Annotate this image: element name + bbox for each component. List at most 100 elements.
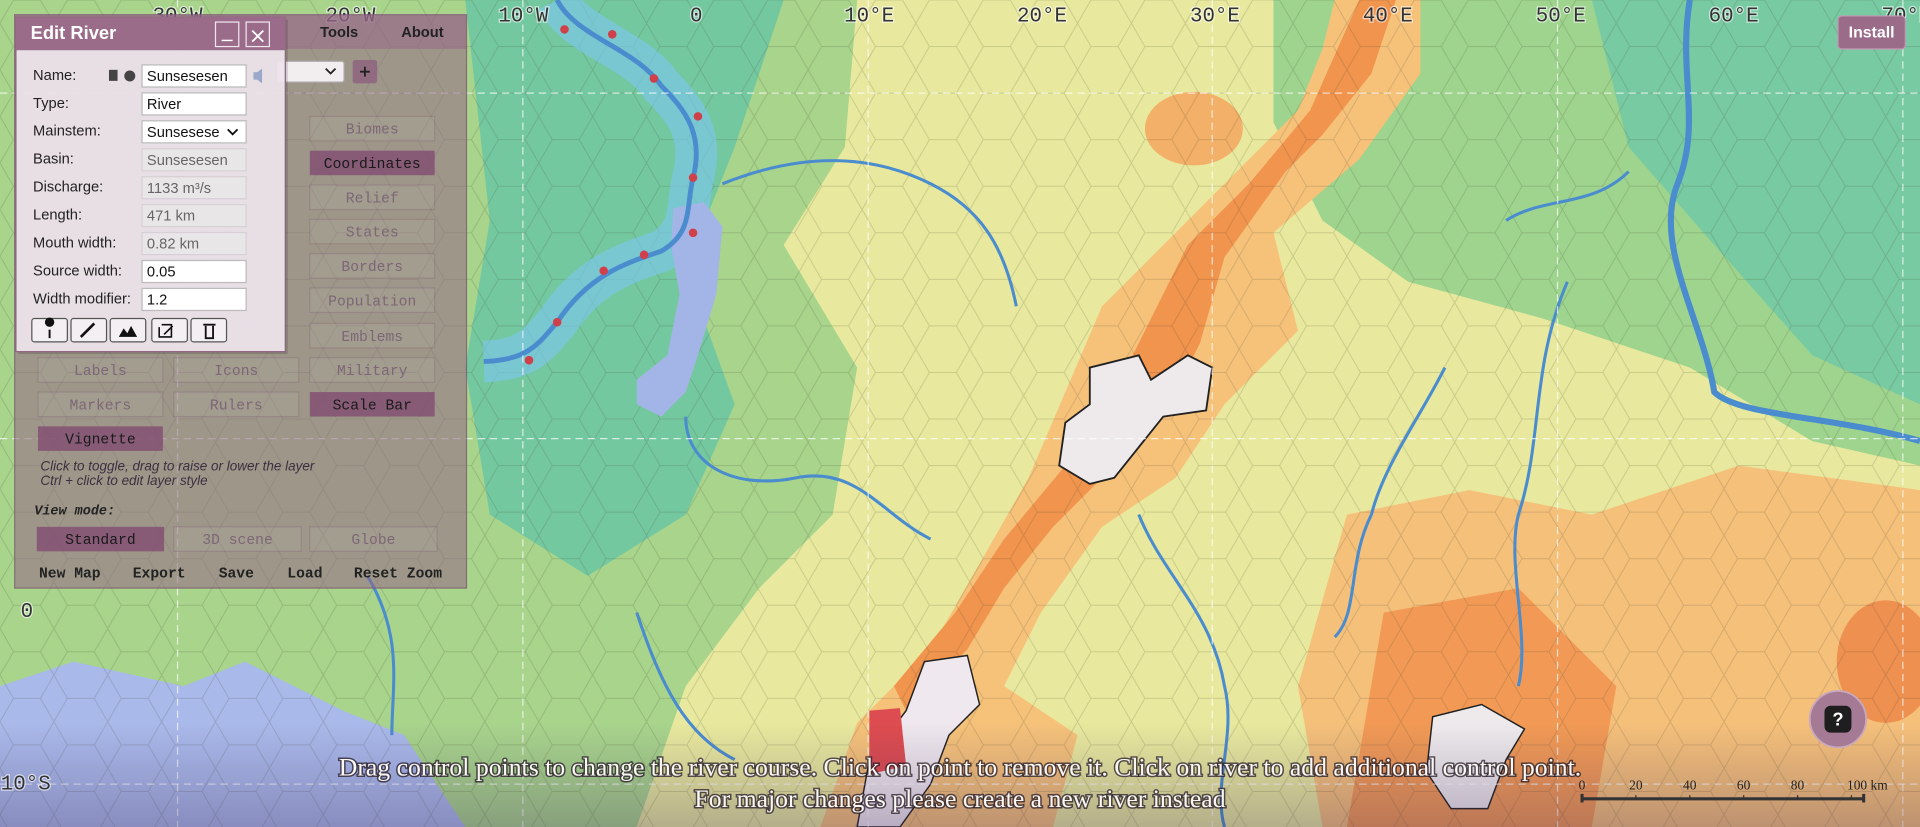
layer-button[interactable] xyxy=(309,526,438,552)
tab[interactable]: Tools xyxy=(320,25,358,41)
install-button[interactable] xyxy=(1837,15,1906,50)
tooltip: Drag control points to change the river … xyxy=(339,752,1581,781)
tool-icon xyxy=(118,325,138,337)
control-point[interactable] xyxy=(607,30,617,39)
button-label: Standard xyxy=(65,533,135,549)
hint: Ctrl + click to edit layer style xyxy=(40,473,207,488)
layer-button[interactable] xyxy=(309,357,436,383)
field-input[interactable] xyxy=(141,259,247,284)
layer-button[interactable] xyxy=(309,150,435,176)
scale-label: 100 km xyxy=(1847,778,1888,793)
button-label: Icons xyxy=(214,364,258,380)
field-value: 0.05 xyxy=(147,265,176,281)
random-icon[interactable] xyxy=(124,70,136,82)
longitude-label: 10°W xyxy=(498,5,548,28)
layer-button[interactable] xyxy=(309,253,436,279)
longitude-label: 30°E xyxy=(1190,5,1240,28)
field-value: 1.2 xyxy=(147,293,167,309)
field-label: Type: xyxy=(33,96,69,112)
help-label: ? xyxy=(1832,708,1843,729)
layer-button[interactable] xyxy=(173,357,300,383)
layer-button[interactable] xyxy=(173,526,302,552)
select-arrow xyxy=(227,128,239,136)
tool-button[interactable] xyxy=(151,317,188,343)
field-value: 471 km xyxy=(147,209,195,225)
action-button[interactable]: Reset Zoom xyxy=(354,566,442,582)
action-button[interactable]: Load xyxy=(287,566,322,582)
field-value: Sunsesese xyxy=(147,125,220,141)
action-button[interactable]: Export xyxy=(133,566,186,582)
scale-label: 20 xyxy=(1629,778,1643,793)
action-button[interactable]: Save xyxy=(219,566,254,582)
install-label: Install xyxy=(1849,24,1895,41)
button-label: Emblems xyxy=(341,330,403,346)
river[interactable] xyxy=(1513,281,1569,687)
close-button[interactable] xyxy=(245,21,270,48)
button-label: Markers xyxy=(70,398,132,414)
help-icon xyxy=(1824,705,1852,733)
layer-button[interactable] xyxy=(173,391,300,418)
lake xyxy=(636,202,723,417)
river[interactable] xyxy=(366,575,396,736)
tool-icon xyxy=(79,322,96,338)
field-input xyxy=(141,203,247,228)
minimize-button[interactable] xyxy=(214,21,240,48)
layer-button[interactable] xyxy=(37,426,163,451)
button-label: Relief xyxy=(346,191,399,207)
field-label: Length: xyxy=(33,208,82,224)
field-input[interactable] xyxy=(141,64,247,88)
river[interactable] xyxy=(1505,170,1630,222)
field-input[interactable] xyxy=(141,120,247,144)
tool-button[interactable] xyxy=(190,317,228,343)
control-point[interactable] xyxy=(688,173,698,182)
layer-button[interactable] xyxy=(309,322,436,349)
action-button[interactable]: New Map xyxy=(39,566,101,582)
latitude-label: 0 xyxy=(21,601,33,624)
control-point[interactable] xyxy=(552,317,562,327)
river[interactable] xyxy=(1667,0,1920,445)
layer-button[interactable] xyxy=(37,357,164,383)
longitude-label: 50°E xyxy=(1536,5,1586,28)
speak-icon[interactable] xyxy=(253,68,263,84)
tab[interactable]: About xyxy=(401,25,444,41)
tool-icon xyxy=(158,323,174,338)
button-label: Population xyxy=(328,294,416,310)
layer-button[interactable] xyxy=(309,115,436,142)
control-point[interactable] xyxy=(599,266,608,276)
culture-icon[interactable] xyxy=(108,69,118,81)
shade xyxy=(0,722,1920,827)
tooltip: For major changes please create a new ri… xyxy=(694,784,1225,813)
control-point[interactable] xyxy=(524,355,534,365)
button-label: Labels xyxy=(74,364,127,380)
field-input[interactable] xyxy=(141,287,247,312)
button-label: Rulers xyxy=(210,398,263,414)
field-label: Basin: xyxy=(33,152,74,168)
plus-icon xyxy=(360,66,370,77)
control-point[interactable] xyxy=(693,112,703,121)
tool-icon xyxy=(44,317,55,339)
field-input[interactable] xyxy=(141,92,247,116)
overlay: Install? Drag control points to change th… xyxy=(337,15,1906,815)
control-point[interactable] xyxy=(639,250,649,260)
scale-label: 0 xyxy=(1579,778,1586,793)
scale-label: 80 xyxy=(1791,778,1805,793)
layer-button[interactable] xyxy=(309,218,436,245)
river[interactable] xyxy=(1333,366,1447,639)
control-point[interactable] xyxy=(688,228,698,238)
control-point[interactable] xyxy=(560,25,569,34)
field-input xyxy=(141,176,247,200)
layer-button[interactable] xyxy=(309,184,436,211)
field-label: Name: xyxy=(33,68,76,84)
control-point[interactable] xyxy=(649,74,659,83)
river[interactable] xyxy=(684,416,932,541)
layer-button[interactable] xyxy=(37,391,164,418)
button-label: Vignette xyxy=(65,433,135,449)
river[interactable] xyxy=(721,159,1018,307)
latitude-label: 10°S xyxy=(1,774,51,797)
tool-button[interactable] xyxy=(109,317,147,343)
layer-button[interactable] xyxy=(309,392,435,417)
layer-button[interactable] xyxy=(309,287,436,314)
layer-button[interactable] xyxy=(36,526,165,552)
